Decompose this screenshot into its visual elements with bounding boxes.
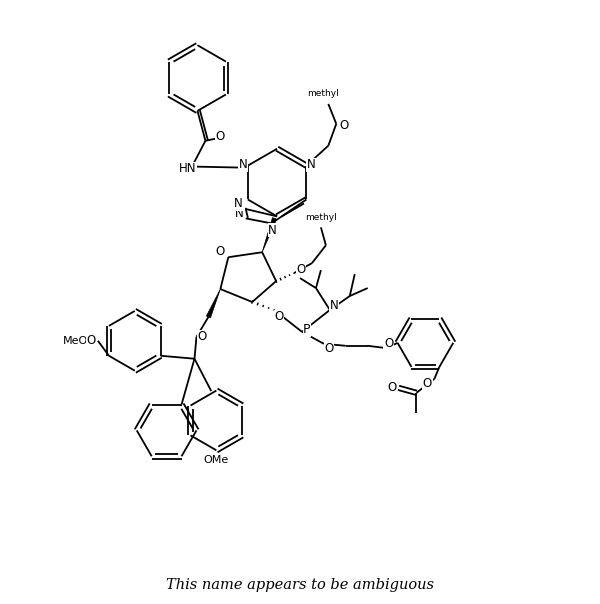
Text: P: P bbox=[303, 323, 311, 336]
Text: O: O bbox=[198, 330, 207, 343]
Text: O: O bbox=[86, 335, 95, 347]
Text: N: N bbox=[234, 197, 242, 210]
Text: N: N bbox=[307, 158, 316, 171]
Text: O: O bbox=[340, 120, 349, 132]
Text: HN: HN bbox=[179, 162, 196, 175]
Text: O: O bbox=[384, 337, 393, 350]
Text: OMe: OMe bbox=[204, 455, 229, 465]
Text: methyl: methyl bbox=[305, 213, 337, 222]
Polygon shape bbox=[206, 289, 220, 318]
Text: O: O bbox=[387, 381, 396, 394]
Text: This name appears to be ambiguous: This name appears to be ambiguous bbox=[166, 577, 434, 592]
Text: MeO: MeO bbox=[62, 336, 88, 346]
Text: O: O bbox=[324, 342, 334, 355]
Text: N: N bbox=[235, 207, 244, 220]
Text: O: O bbox=[216, 130, 225, 143]
Text: N: N bbox=[329, 300, 338, 312]
Text: O: O bbox=[216, 245, 225, 258]
Text: O: O bbox=[423, 378, 432, 390]
Text: O: O bbox=[296, 263, 305, 275]
Text: O: O bbox=[274, 310, 284, 323]
Text: methyl: methyl bbox=[307, 89, 339, 98]
Text: N: N bbox=[238, 158, 247, 171]
Text: N: N bbox=[268, 224, 277, 237]
Polygon shape bbox=[262, 217, 277, 252]
